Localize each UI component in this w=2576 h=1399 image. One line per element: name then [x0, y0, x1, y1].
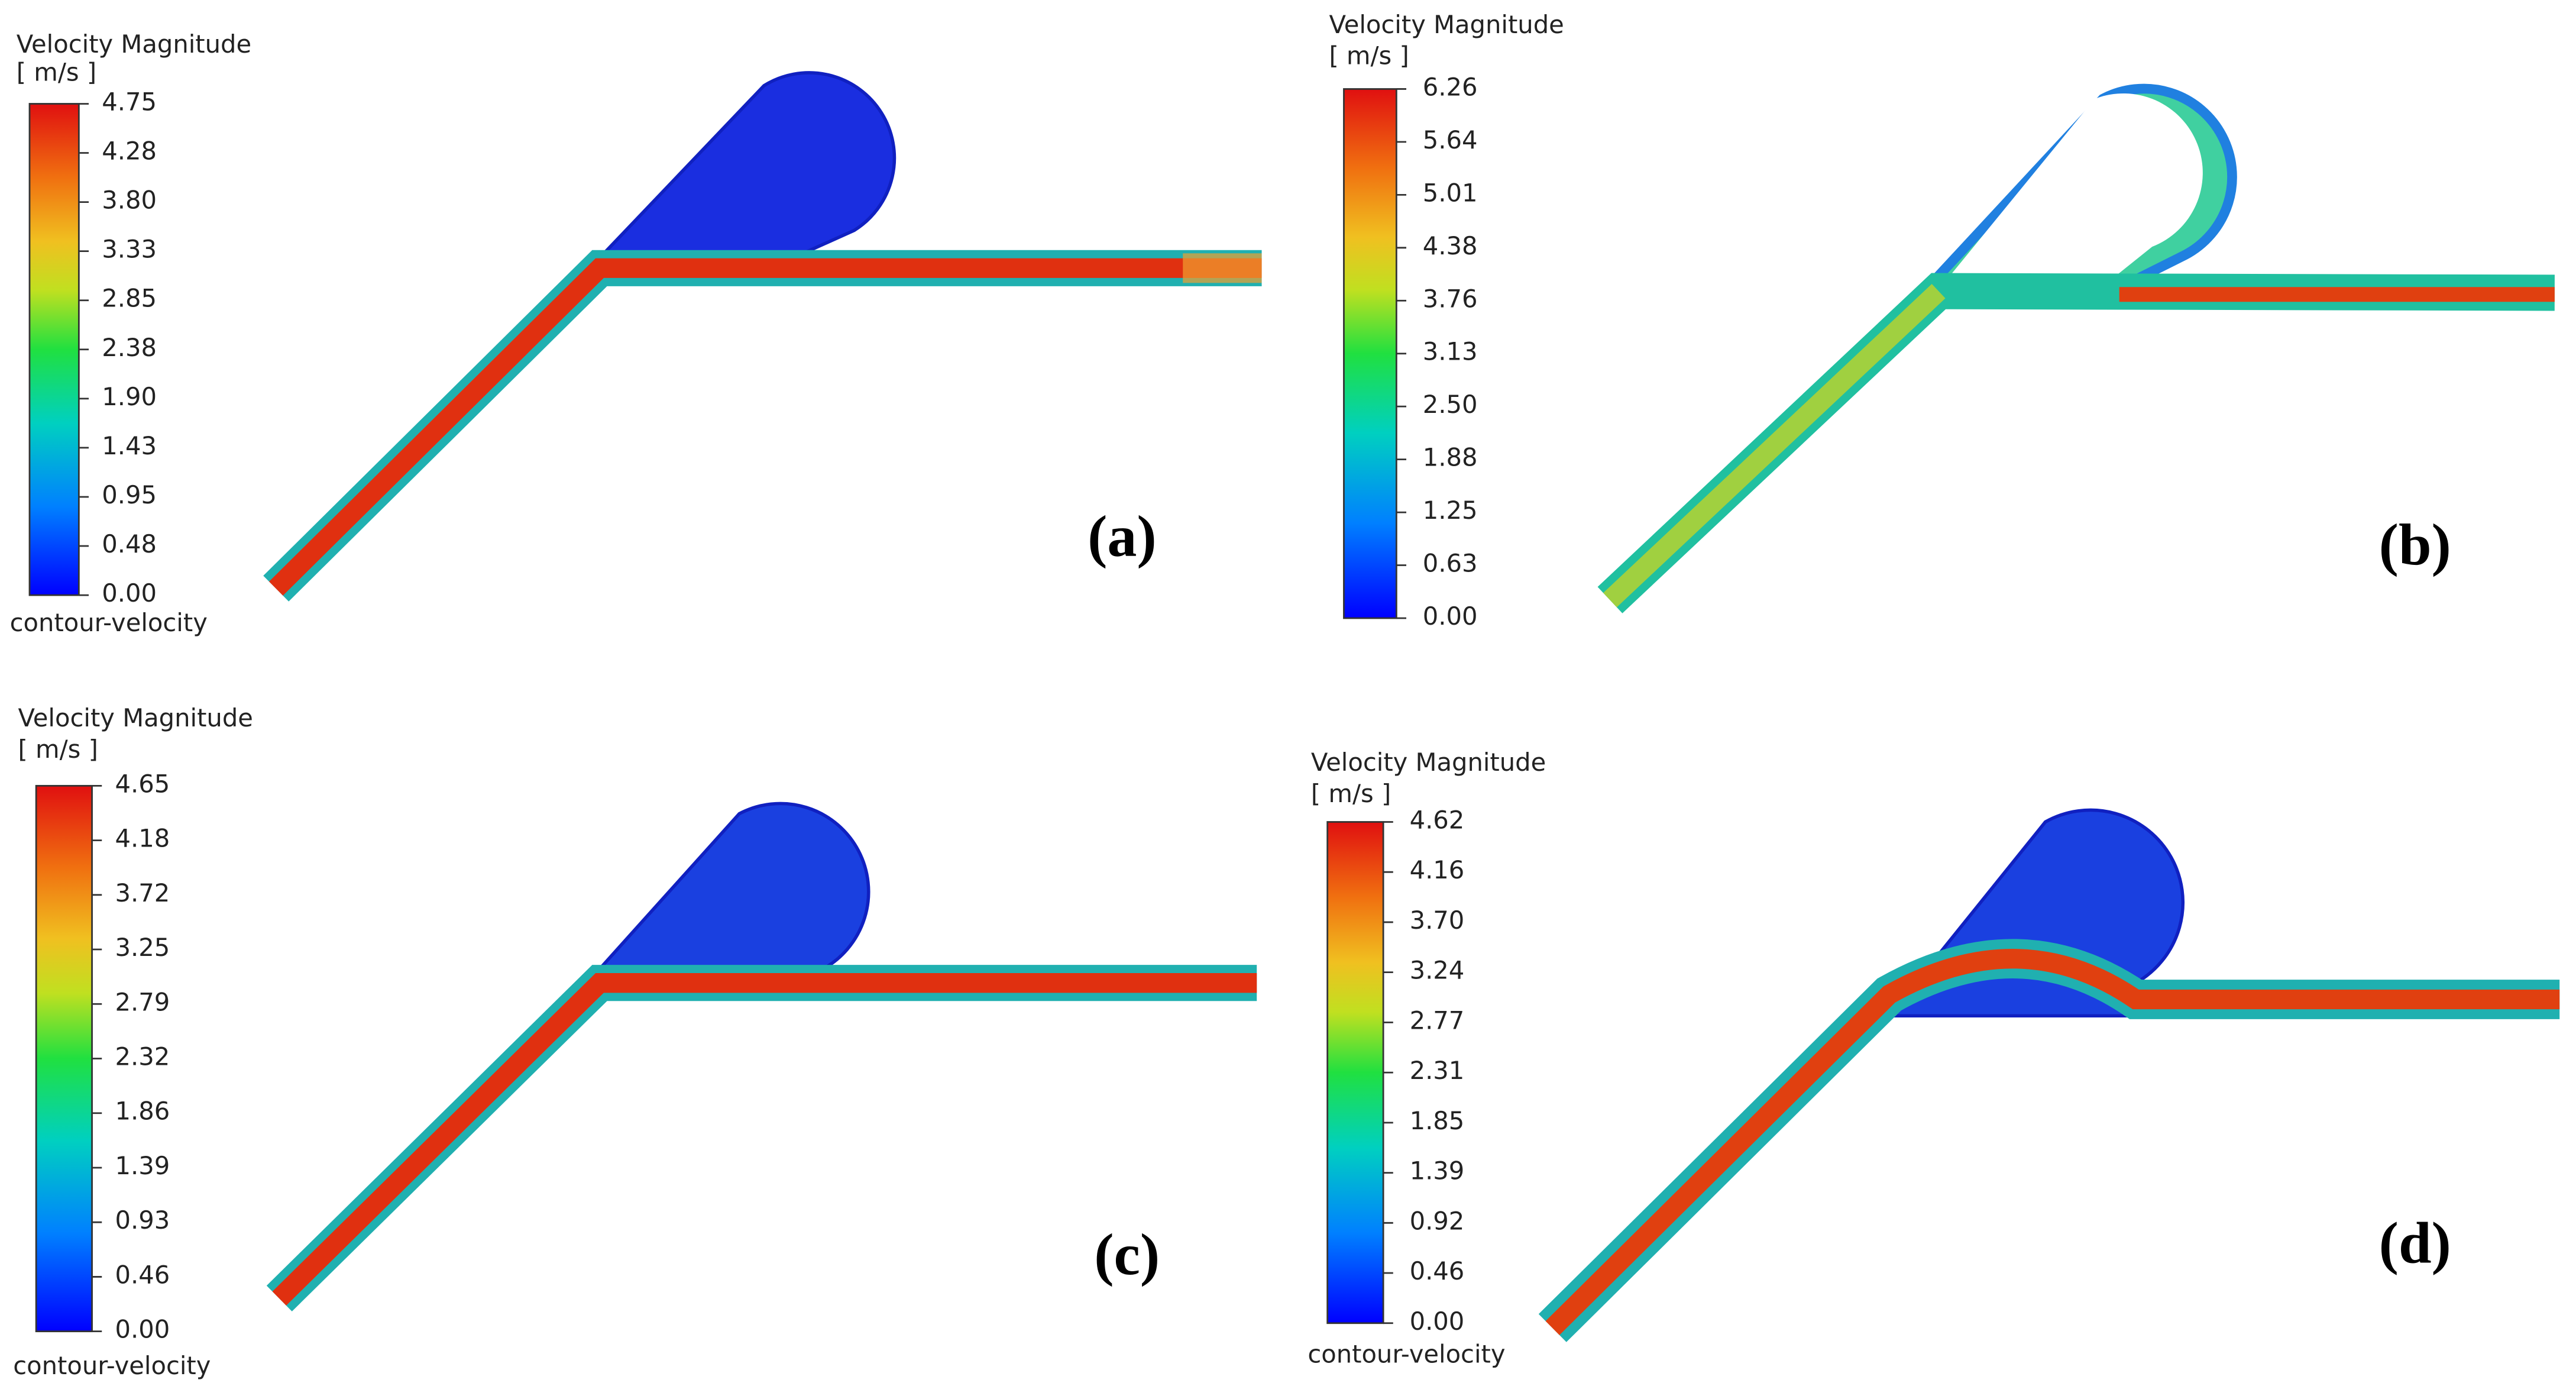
colorbar-label: 3.76 [1423, 284, 1478, 313]
colorbar-label: 3.25 [115, 933, 170, 962]
colorbar-label: 1.85 [1410, 1106, 1465, 1135]
colorbar-label: 0.48 [102, 529, 157, 558]
colorbar-label: 1.88 [1423, 443, 1478, 472]
colorbar-label: 2.50 [1423, 390, 1478, 419]
colorbar-label: 4.28 [102, 137, 157, 166]
colorbar-label: 4.75 [102, 87, 157, 116]
contour-b [1597, 83, 2555, 613]
colorbar [1326, 821, 1384, 1324]
colorbar-label: 2.77 [1410, 1006, 1465, 1035]
colorbar-label: 4.62 [1410, 805, 1465, 834]
legend-title: Velocity Magnitude [18, 703, 253, 732]
colorbar-label: 5.64 [1423, 125, 1478, 154]
colorbar-label: 1.43 [102, 431, 157, 460]
colorbar-label: 2.32 [115, 1042, 170, 1071]
colorbar-label: 1.86 [115, 1097, 170, 1126]
colorbar-label: 0.00 [1423, 602, 1478, 631]
colorbar-label: 0.46 [1410, 1256, 1465, 1285]
colorbar [28, 103, 80, 596]
colorbar-label: 0.46 [115, 1260, 170, 1289]
colorbar-label: 2.31 [1410, 1056, 1465, 1085]
colorbar-label: 3.70 [1410, 906, 1465, 935]
colorbar-label: 4.18 [115, 824, 170, 853]
legend-title: Velocity Magnitude [1311, 748, 1546, 777]
colorbar-label: 4.38 [1423, 231, 1478, 260]
panel-label: (b) [2379, 512, 2451, 577]
legend-footer: contour-velocity [10, 608, 208, 637]
colorbar-label: 5.01 [1423, 178, 1478, 207]
contour-c [266, 802, 1257, 1311]
colorbar [1343, 88, 1397, 619]
contour-a [263, 71, 1262, 602]
legend-title: Velocity Magnitude [1329, 10, 1564, 39]
legend-unit: [ m/s ] [1311, 779, 1391, 808]
colorbar-label: 1.39 [115, 1151, 170, 1180]
contour-d [1538, 808, 2560, 1342]
legend-unit: [ m/s ] [1329, 41, 1409, 70]
colorbar-label: 0.95 [102, 480, 157, 509]
colorbar-label: 0.93 [115, 1206, 170, 1235]
colorbar-label: 3.24 [1410, 956, 1465, 985]
colorbar-label: 0.92 [1410, 1206, 1465, 1235]
colorbar-label: 4.65 [115, 769, 170, 798]
colorbar-label: 2.38 [102, 333, 157, 362]
colorbar-label: 2.79 [115, 987, 170, 1016]
legend-title: Velocity Magnitude [17, 30, 251, 59]
colorbar-label: 2.85 [102, 284, 157, 313]
colorbar [35, 784, 93, 1333]
colorbar-label: 3.33 [102, 235, 157, 264]
colorbar-label: 3.80 [102, 186, 157, 215]
legend-footer: contour-velocity [13, 1351, 211, 1380]
colorbar-label: 3.72 [115, 878, 170, 907]
colorbar-label: 1.25 [1423, 496, 1478, 525]
colorbar-label: 0.00 [102, 579, 157, 608]
colorbar-label: 0.63 [1423, 549, 1478, 578]
legend-unit: [ m/s ] [18, 735, 98, 764]
colorbar-label: 4.16 [1410, 855, 1465, 884]
colorbar-label: 1.90 [102, 382, 157, 411]
colorbar-label: 3.13 [1423, 337, 1478, 366]
panel-label: (a) [1088, 503, 1157, 569]
legend-unit: [ m/s ] [17, 57, 96, 86]
legend-footer: contour-velocity [1308, 1339, 1505, 1368]
colorbar-label: 6.26 [1423, 72, 1478, 101]
colorbar-label: 0.00 [1410, 1307, 1465, 1336]
colorbar-label: 1.39 [1410, 1156, 1465, 1185]
panel-label: (d) [2379, 1210, 2451, 1276]
panel-label: (c) [1094, 1222, 1160, 1287]
colorbar-label: 0.00 [115, 1315, 170, 1344]
